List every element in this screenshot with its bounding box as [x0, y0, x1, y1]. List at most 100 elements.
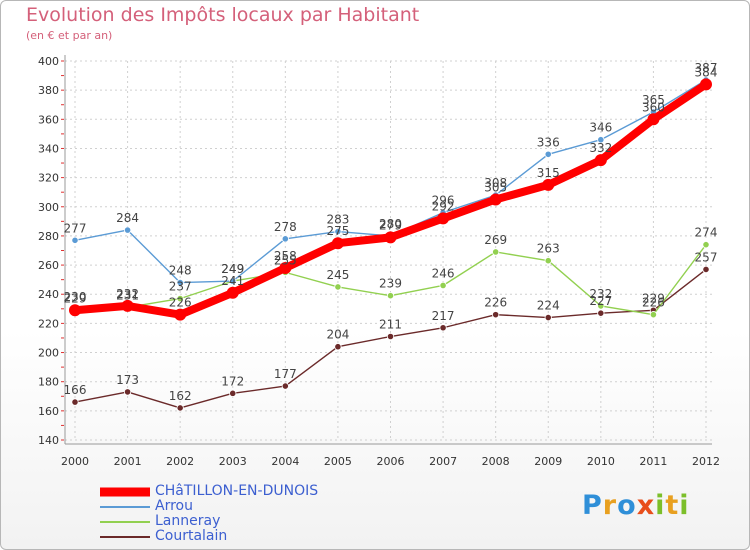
data-label-2: 255 [274, 253, 297, 267]
y-tick-label: 200 [38, 347, 59, 360]
data-label-2: 263 [537, 242, 560, 256]
data-label-0: 226 [169, 296, 192, 310]
legend-item-arrou: Arrou [100, 498, 400, 514]
legend: CHâTILLON-EN-DUNOIS Arrou Lanneray Court… [100, 483, 400, 544]
data-label-0: 232 [116, 287, 139, 301]
data-label-2: 232 [589, 287, 612, 301]
data-point-2 [649, 311, 658, 319]
data-label-3: 227 [589, 294, 612, 308]
data-label-0: 241 [221, 274, 244, 288]
y-tick-label: 260 [38, 259, 59, 272]
chart-subtitle: (en € et par an) [26, 29, 113, 42]
data-point-1 [123, 226, 132, 234]
data-point-1 [71, 236, 79, 244]
data-point-0 [226, 286, 239, 299]
data-point-0 [331, 237, 344, 250]
data-label-0: 305 [484, 180, 507, 194]
y-tick-label: 240 [38, 288, 59, 301]
data-label-3: 166 [64, 383, 87, 397]
legend-swatch-arrou [100, 505, 150, 508]
data-label-1: 387 [695, 61, 718, 75]
data-label-0: 292 [432, 199, 455, 213]
data-label-3: 173 [116, 373, 139, 387]
x-tick-label: 2007 [429, 455, 457, 468]
data-point-2 [386, 292, 395, 300]
y-tick-label: 220 [38, 317, 59, 330]
legend-swatch-courtalain [100, 535, 150, 538]
data-point-3 [229, 389, 237, 397]
logo-letter: t [665, 490, 680, 521]
data-label-3: 257 [695, 250, 718, 264]
x-tick-label: 2004 [271, 455, 299, 468]
data-label-3: 226 [484, 296, 507, 310]
data-point-1 [334, 227, 342, 236]
chart-title: Evolution des Impôts locaux par Habitant [26, 4, 420, 26]
logo-letter: P [582, 490, 603, 521]
logo-letter: r [602, 490, 618, 521]
data-point-0 [384, 231, 397, 244]
data-label-2: 226 [642, 296, 665, 310]
x-tick-label: 2005 [324, 455, 352, 468]
data-label-2: 230 [64, 290, 87, 304]
data-label-2: 246 [432, 266, 455, 280]
legend-label-arrou: Arrou [155, 498, 193, 514]
data-label-1: 284 [116, 211, 139, 225]
data-point-0 [121, 299, 134, 312]
y-tick-label: 400 [38, 55, 59, 68]
y-tick-label: 320 [38, 172, 59, 185]
data-point-0 [437, 212, 450, 225]
data-point-1 [281, 235, 289, 243]
data-label-3: 229 [642, 291, 665, 305]
data-point-2 [492, 248, 500, 256]
data-label-0: 275 [326, 224, 349, 238]
data-point-3 [544, 313, 552, 322]
data-label-1: 296 [432, 194, 455, 208]
data-label-0: 258 [274, 249, 297, 263]
data-label-1: 249 [221, 262, 244, 276]
data-point-0 [594, 154, 607, 167]
data-label-1: 346 [589, 121, 612, 135]
legend-item-lanneray: Lanneray [100, 513, 400, 529]
data-label-0: 384 [695, 65, 718, 79]
data-label-0: 229 [64, 291, 87, 305]
data-point-1 [597, 136, 605, 144]
data-label-2: 249 [221, 262, 244, 276]
data-label-1: 248 [169, 264, 192, 278]
data-label-2: 239 [379, 277, 402, 291]
y-tick-label: 340 [38, 142, 59, 155]
y-tick-label: 360 [38, 113, 59, 126]
y-tick-label: 280 [38, 230, 59, 243]
data-point-3 [702, 265, 710, 274]
legend-label-courtalain: Courtalain [155, 528, 228, 544]
data-point-3 [334, 343, 342, 351]
data-point-1 [176, 278, 184, 287]
logo-letter: i [679, 490, 690, 521]
data-label-3: 211 [379, 318, 402, 332]
data-point-0 [279, 261, 292, 274]
data-label-3: 224 [537, 299, 560, 313]
data-point-0 [542, 178, 555, 191]
x-tick-label: 2009 [534, 455, 562, 468]
logo-letter: o [617, 490, 637, 521]
data-point-0 [69, 304, 81, 317]
data-point-2 [597, 302, 605, 310]
logo-letter: i [655, 490, 666, 521]
data-point-1 [229, 277, 237, 285]
data-point-3 [71, 398, 79, 406]
data-label-1: 283 [326, 213, 349, 227]
data-label-2: 245 [326, 268, 349, 282]
data-label-1: 365 [642, 93, 665, 107]
data-point-3 [176, 404, 184, 412]
x-tick-label: 2011 [639, 455, 667, 468]
data-point-3 [123, 388, 132, 396]
data-label-1: 280 [379, 217, 402, 231]
x-tick-label: 2010 [587, 455, 615, 468]
data-point-3 [439, 324, 447, 332]
logo-text: Proxiti [582, 490, 690, 521]
data-point-2 [544, 257, 552, 265]
data-point-0 [489, 193, 502, 206]
data-point-3 [597, 309, 605, 317]
x-tick-label: 2003 [219, 455, 247, 468]
data-point-3 [281, 382, 289, 390]
